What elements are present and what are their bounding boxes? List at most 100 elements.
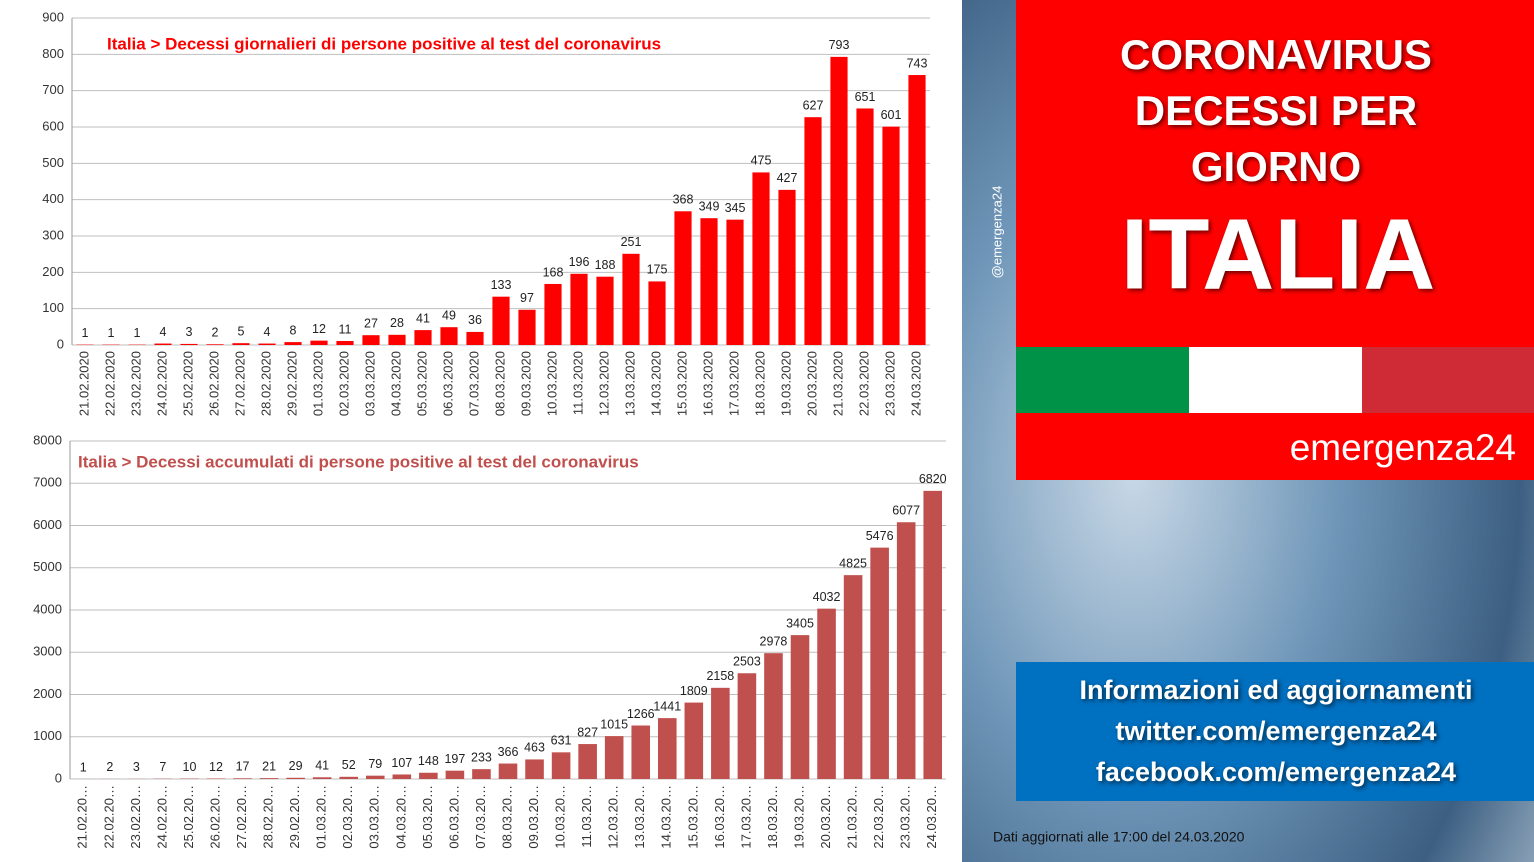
value-label: 196 (569, 255, 590, 269)
value-label: 21 (262, 759, 276, 773)
x-tick-label: 23.03.2020 (882, 351, 897, 416)
value-label: 197 (444, 752, 465, 766)
bar (908, 75, 926, 345)
y-tick-label: 400 (42, 191, 64, 206)
y-tick-label: 500 (42, 155, 64, 170)
value-label: 3405 (786, 616, 814, 630)
y-tick-label: 2000 (33, 686, 62, 701)
value-label: 3 (186, 325, 193, 339)
x-tick-label: 10.03.20… (553, 785, 568, 849)
bar (856, 108, 874, 345)
y-tick-label: 0 (57, 336, 64, 351)
value-label: 6077 (892, 504, 920, 518)
value-label: 368 (673, 193, 694, 207)
x-tick-label: 21.03.20… (845, 785, 860, 849)
bar (882, 126, 900, 346)
value-label: 4032 (813, 590, 841, 604)
brand-box (1016, 413, 1534, 480)
country: ITALIA (1121, 198, 1436, 310)
value-label: 2 (106, 760, 113, 774)
bar (498, 763, 518, 779)
x-tick-label: 15.03.20… (685, 785, 700, 849)
x-tick-label: 21.03.2020 (830, 351, 845, 416)
bar (419, 772, 438, 779)
value-label: 2503 (733, 655, 761, 669)
value-label: 5476 (866, 529, 894, 543)
value-label: 8 (290, 323, 297, 337)
bar (764, 653, 783, 779)
x-tick-label: 26.02.2020 (206, 351, 221, 416)
value-label: 631 (551, 734, 572, 748)
y-tick-label: 6000 (33, 517, 62, 532)
x-tick-label: 23.03.20… (898, 785, 913, 849)
value-label: 4 (264, 325, 271, 339)
footer: Dati aggiornati alle 17:00 del 24.03.202… (993, 829, 1245, 845)
value-label: 52 (342, 758, 356, 772)
x-tick-label: 23.02.20… (128, 785, 143, 849)
x-tick-label: 28.02.20… (261, 785, 276, 849)
y-tick-label: 4000 (33, 601, 62, 616)
flag-white (1189, 347, 1362, 413)
x-tick-label: 08.03.2020 (492, 351, 507, 416)
value-label: 475 (751, 154, 772, 168)
value-label: 793 (829, 38, 850, 52)
bar (258, 343, 276, 345)
value-label: 5 (238, 324, 245, 338)
bar (362, 335, 380, 345)
value-label: 12 (312, 322, 326, 336)
bar (830, 56, 848, 345)
value-label: 251 (621, 235, 642, 249)
x-tick-label: 02.03.20… (340, 785, 355, 849)
y-tick-label: 800 (42, 46, 64, 61)
bar (657, 718, 677, 779)
value-label: 4825 (839, 556, 867, 570)
value-label: 743 (907, 56, 928, 70)
value-label: 17 (236, 760, 250, 774)
value-label: 627 (803, 98, 824, 112)
bar (578, 744, 597, 779)
title-line: GIORNO (1191, 143, 1361, 190)
value-label: 2 (212, 326, 219, 340)
bar (518, 309, 536, 345)
bar (711, 687, 730, 779)
y-tick-label: 700 (42, 82, 64, 97)
x-tick-label: 01.03.2020 (310, 351, 325, 416)
value-label: 133 (491, 278, 512, 292)
bar (206, 778, 226, 779)
bar (684, 702, 704, 779)
y-tick-label: 300 (42, 227, 64, 242)
x-tick-label: 11.03.20… (579, 785, 594, 848)
x-tick-label: 04.03.20… (393, 785, 408, 849)
x-tick-label: 05.03.20… (420, 785, 435, 849)
value-label: 148 (418, 754, 439, 768)
bar (752, 172, 770, 345)
title-line: CORONAVIRUS (1120, 31, 1432, 78)
x-tick-label: 17.03.2020 (726, 351, 741, 416)
value-label: 601 (881, 108, 902, 122)
x-tick-label: 22.03.2020 (856, 351, 871, 416)
x-tick-label: 19.03.2020 (778, 351, 793, 416)
value-label: 3 (133, 760, 140, 774)
value-label: 41 (416, 311, 430, 325)
value-label: 1015 (600, 717, 628, 731)
value-label: 651 (855, 90, 876, 104)
x-tick-label: 07.03.2020 (466, 351, 481, 416)
bar (472, 769, 491, 779)
y-tick-label: 0 (55, 770, 62, 785)
x-tick-label: 06.03.20… (446, 785, 461, 849)
bar (596, 276, 614, 345)
bar (492, 296, 510, 345)
x-tick-label: 10.03.2020 (544, 351, 559, 416)
value-label: 2158 (706, 669, 734, 683)
bar (674, 211, 692, 345)
x-tick-label: 13.03.2020 (622, 351, 637, 416)
x-tick-label: 26.02.20… (207, 785, 222, 849)
bar (896, 522, 916, 779)
x-tick-label: 17.03.20… (738, 785, 753, 849)
y-tick-label: 5000 (33, 559, 62, 574)
value-label: 1 (134, 326, 141, 340)
x-tick-label: 16.03.20… (712, 785, 727, 849)
value-label: 6820 (919, 472, 947, 486)
x-tick-label: 03.03.20… (367, 785, 382, 849)
